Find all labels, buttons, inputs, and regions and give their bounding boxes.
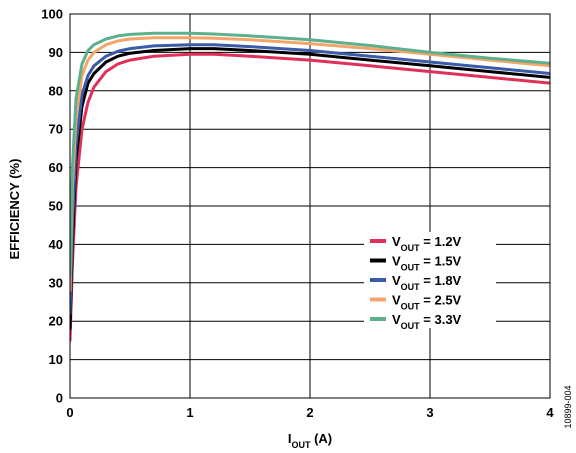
- plot-frame: [69, 13, 551, 399]
- y-axis-title: EFFICIENCY (%): [7, 159, 22, 260]
- legend-label-4: VOUT = 2.5V: [392, 293, 462, 312]
- legend-label-1: VOUT = 1.2V: [392, 234, 462, 253]
- series-line-3: [70, 43, 550, 315]
- x-tick-labels: 0 1 2 3 4: [66, 405, 554, 420]
- figure-id: 10899-004: [563, 385, 573, 428]
- series-line-4: [70, 36, 550, 292]
- y-tick-label: 100: [41, 7, 63, 22]
- x-tick-label: 3: [426, 405, 433, 420]
- x-axis-title-sub: OUT: [291, 440, 311, 450]
- y-tick-label: 90: [49, 45, 63, 60]
- y-tick-label: 30: [49, 275, 63, 290]
- y-tick-labels: 0 10 20 30 40 50 60 70 80 90 100: [41, 7, 63, 406]
- y-tick-label: 50: [49, 199, 63, 214]
- legend-label-5: VOUT = 3.3V: [392, 312, 462, 331]
- x-tick-label: 1: [186, 405, 193, 420]
- y-tick-label: 0: [56, 391, 63, 406]
- legend-label-3: VOUT = 1.8V: [392, 273, 462, 292]
- legend-label-2: VOUT = 1.5V: [392, 254, 462, 273]
- y-tick-label: 20: [49, 314, 63, 329]
- y-tick-label: 60: [49, 160, 63, 175]
- x-axis-title-main: I: [288, 431, 292, 446]
- y-tick-label: 80: [49, 83, 63, 98]
- x-tick-label: 2: [306, 405, 313, 420]
- x-axis-title: IOUT (A): [288, 431, 332, 450]
- series-lines: [70, 31, 550, 342]
- y-tick-label: 10: [49, 352, 63, 367]
- x-tick-label: 0: [66, 405, 73, 420]
- x-tick-label: 4: [546, 405, 554, 420]
- y-tick-label: 40: [49, 237, 63, 252]
- x-axis-title-unit: (A): [310, 431, 332, 446]
- series-line-1: [70, 52, 550, 342]
- y-tick-label: 70: [49, 122, 63, 137]
- series-line-5: [70, 31, 550, 277]
